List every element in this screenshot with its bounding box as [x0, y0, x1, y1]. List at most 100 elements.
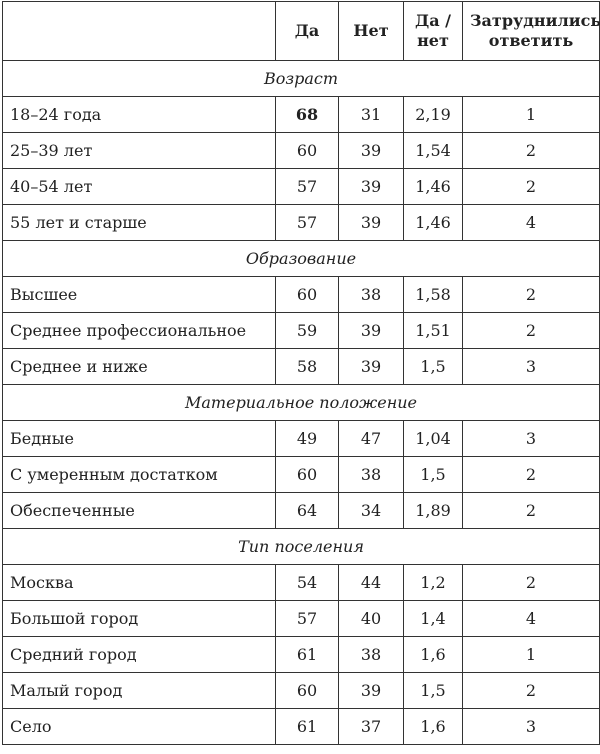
ratio-value: 1,46 [403, 168, 463, 205]
section-title: Тип поселения [2, 528, 600, 565]
row-label: 25–39 лет [2, 132, 276, 169]
yes-value: 60 [275, 456, 339, 493]
no-value: 31 [338, 96, 404, 133]
table-row: Среднее и ниже 58 39 1,5 3 [2, 348, 600, 385]
undecided-value: 2 [462, 564, 600, 601]
no-value: 39 [338, 348, 404, 385]
ratio-value: 1,54 [403, 132, 463, 169]
yes-value: 60 [275, 132, 339, 169]
table-row: Москва 54 44 1,2 2 [2, 564, 600, 601]
yes-value: 57 [275, 600, 339, 637]
no-value: 39 [338, 672, 404, 709]
yes-value: 61 [275, 636, 339, 673]
undecided-value: 1 [462, 96, 600, 133]
no-value: 40 [338, 600, 404, 637]
row-label: Бедные [2, 420, 276, 457]
ratio-value: 1,46 [403, 204, 463, 241]
no-value: 38 [338, 276, 404, 313]
ratio-value: 1,6 [403, 708, 463, 745]
header-yes: Да [275, 1, 339, 61]
row-label: Село [2, 708, 276, 745]
ratio-value: 1,5 [403, 348, 463, 385]
row-label: С умеренным достатком [2, 456, 276, 493]
row-label: Средний город [2, 636, 276, 673]
undecided-value: 2 [462, 492, 600, 529]
yes-value: 49 [275, 420, 339, 457]
no-value: 39 [338, 312, 404, 349]
header-row: Да Нет Да / нет Затруднились ответить [2, 1, 600, 61]
undecided-value: 4 [462, 600, 600, 637]
undecided-value: 3 [462, 420, 600, 457]
ratio-value: 1,6 [403, 636, 463, 673]
undecided-value: 1 [462, 636, 600, 673]
ratio-value: 1,5 [403, 672, 463, 709]
section-title: Возраст [2, 60, 600, 97]
table-row: С умеренным достатком 60 38 1,5 2 [2, 456, 600, 493]
yes-value: 54 [275, 564, 339, 601]
yes-value: 57 [275, 168, 339, 205]
undecided-value: 3 [462, 708, 600, 745]
table-row: Бедные 49 47 1,04 3 [2, 420, 600, 457]
undecided-value: 2 [462, 132, 600, 169]
ratio-value: 2,19 [403, 96, 463, 133]
undecided-value: 2 [462, 168, 600, 205]
table-row: Высшее 60 38 1,58 2 [2, 276, 600, 313]
no-value: 39 [338, 204, 404, 241]
header-undecided: Затруднились ответить [462, 1, 600, 61]
ratio-value: 1,5 [403, 456, 463, 493]
section-row: Возраст [2, 60, 600, 97]
undecided-value: 2 [462, 312, 600, 349]
table-row: Среднее профессиональное 59 39 1,51 2 [2, 312, 600, 349]
table-row: Обеспеченные 64 34 1,89 2 [2, 492, 600, 529]
no-value: 47 [338, 420, 404, 457]
header-no: Нет [338, 1, 404, 61]
table-row: 55 лет и старше 57 39 1,46 4 [2, 204, 600, 241]
yes-value: 64 [275, 492, 339, 529]
row-label: Малый город [2, 672, 276, 709]
no-value: 34 [338, 492, 404, 529]
ratio-value: 1,4 [403, 600, 463, 637]
section-row: Образование [2, 240, 600, 277]
table-row: 25–39 лет 60 39 1,54 2 [2, 132, 600, 169]
row-label: Среднее профессиональное [2, 312, 276, 349]
ratio-value: 1,51 [403, 312, 463, 349]
section-title: Образование [2, 240, 600, 277]
header-ratio: Да / нет [403, 1, 463, 61]
table-row: Большой город 57 40 1,4 4 [2, 600, 600, 637]
ratio-value: 1,04 [403, 420, 463, 457]
undecided-value: 4 [462, 204, 600, 241]
yes-value: 60 [275, 672, 339, 709]
yes-value: 58 [275, 348, 339, 385]
no-value: 37 [338, 708, 404, 745]
yes-value: 68 [275, 96, 339, 133]
ratio-value: 1,89 [403, 492, 463, 529]
table-row: Село 61 37 1,6 3 [2, 708, 600, 745]
table-row: Малый город 60 39 1,5 2 [2, 672, 600, 709]
ratio-value: 1,58 [403, 276, 463, 313]
yes-value: 61 [275, 708, 339, 745]
section-row: Тип поселения [2, 528, 600, 565]
no-value: 38 [338, 456, 404, 493]
no-value: 44 [338, 564, 404, 601]
yes-value: 59 [275, 312, 339, 349]
undecided-value: 2 [462, 456, 600, 493]
row-label: Москва [2, 564, 276, 601]
table-row: Средний город 61 38 1,6 1 [2, 636, 600, 673]
row-label: Обеспеченные [2, 492, 276, 529]
undecided-value: 2 [462, 276, 600, 313]
row-label: 40–54 лет [2, 168, 276, 205]
no-value: 39 [338, 132, 404, 169]
yes-value: 60 [275, 276, 339, 313]
undecided-value: 3 [462, 348, 600, 385]
header-label [2, 1, 276, 61]
table-row: 18–24 года 68 31 2,19 1 [2, 96, 600, 133]
row-label: Высшее [2, 276, 276, 313]
no-value: 38 [338, 636, 404, 673]
table-row: 40–54 лет 57 39 1,46 2 [2, 168, 600, 205]
row-label: 55 лет и старше [2, 204, 276, 241]
row-label: Большой город [2, 600, 276, 637]
row-label: 18–24 года [2, 96, 276, 133]
yes-value: 57 [275, 204, 339, 241]
undecided-value: 2 [462, 672, 600, 709]
